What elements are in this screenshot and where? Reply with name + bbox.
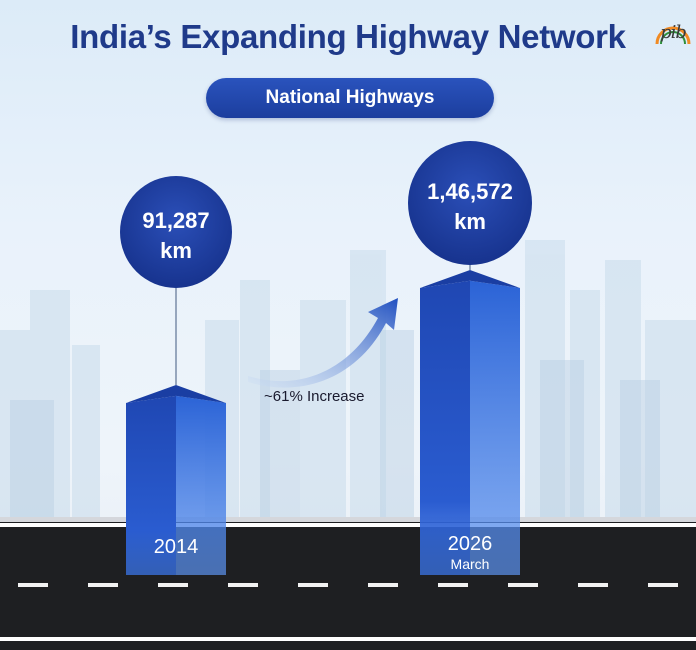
bar-2014-left-face (126, 395, 176, 575)
lane-dash (158, 583, 188, 587)
bar-2014-top (126, 385, 226, 404)
lane-dash (508, 583, 538, 587)
value-circle-2026 (408, 141, 532, 265)
logo-emblem-icon (655, 26, 691, 45)
value-label-2026: 1,46,572 (427, 179, 513, 204)
lane-dash (368, 583, 398, 587)
lane-dash (88, 583, 118, 587)
road (0, 517, 696, 650)
lane-dash (578, 583, 608, 587)
pib-logo: pib (653, 14, 693, 56)
lane-dash (438, 583, 468, 587)
unit-label-2014: km (160, 238, 192, 263)
bar-2014-right-face (176, 395, 226, 575)
unit-label-2026: km (454, 209, 486, 234)
road-top-stripe (0, 517, 696, 522)
page-title: India’s Expanding Highway Network (70, 18, 626, 55)
year-label-2026: 2026 (448, 533, 493, 555)
logo-text: pib (660, 22, 687, 43)
value-label-2014: 91,287 (142, 208, 209, 233)
lane-dash (648, 583, 678, 587)
value-circle-2014 (120, 176, 232, 288)
lane-dash (298, 583, 328, 587)
bar-2026-top (420, 270, 520, 288)
increase-label: ~61% Increase (264, 388, 365, 405)
year-sublabel-2026: March (451, 556, 490, 572)
road-edge-bottom (0, 637, 696, 641)
bar-2026-left-face (420, 280, 470, 575)
lane-dash (18, 583, 48, 587)
subtitle-pill: National Highways (206, 78, 494, 118)
lane-dash (228, 583, 258, 587)
road-edge-top (0, 523, 696, 527)
year-label-2014: 2014 (154, 536, 199, 558)
bar-2026-right-face (470, 280, 520, 575)
increase-arrow (248, 298, 398, 388)
